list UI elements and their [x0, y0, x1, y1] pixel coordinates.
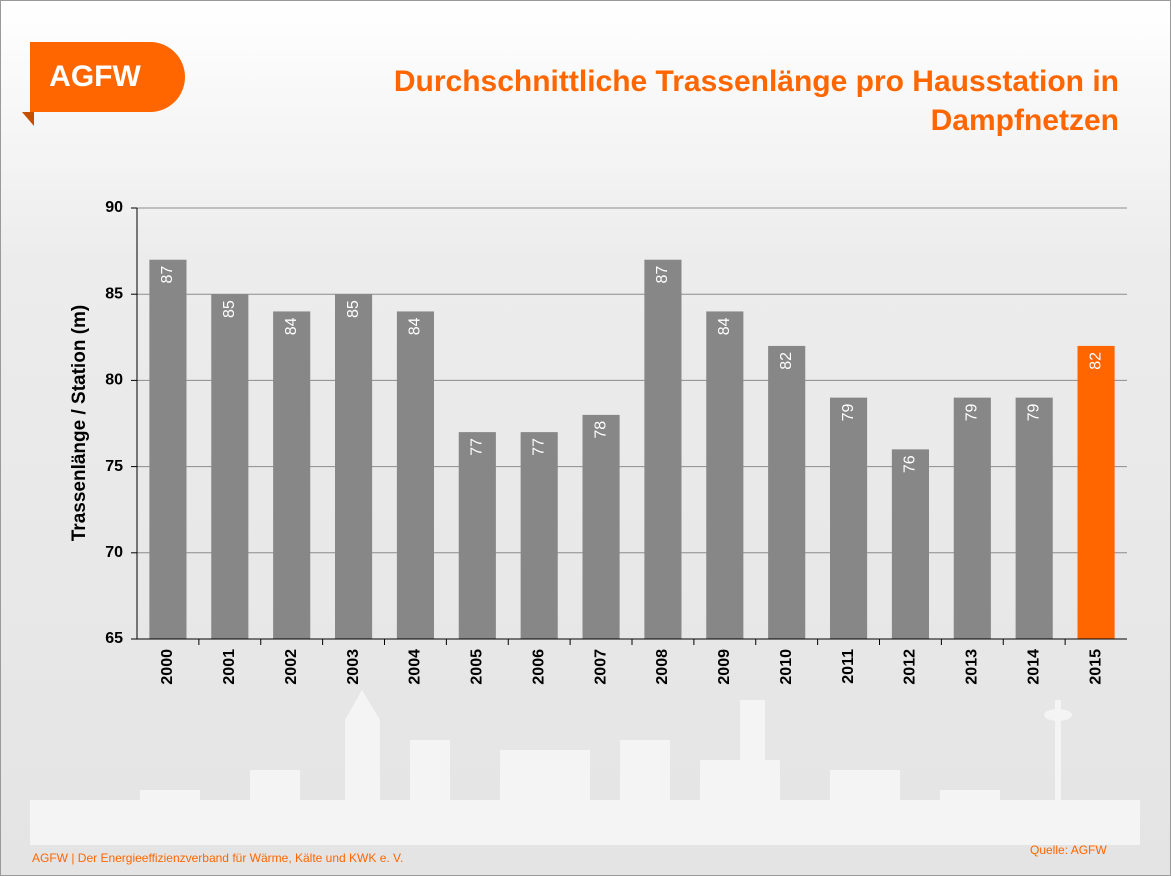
data-label: 84	[283, 317, 300, 335]
x-tick-label: 2009	[716, 649, 733, 685]
data-label: 87	[159, 266, 176, 284]
x-tick-label: 2004	[407, 649, 424, 685]
data-label: 77	[530, 438, 547, 456]
x-tick-label: 2005	[469, 649, 486, 685]
bar	[1077, 345, 1115, 639]
bar	[273, 311, 311, 639]
y-tick-label: 80	[105, 372, 123, 389]
skyline	[30, 690, 1140, 845]
y-tick-label: 85	[105, 285, 123, 302]
y-tick-label: 70	[105, 544, 123, 561]
data-label: 79	[840, 404, 857, 422]
bar	[953, 397, 991, 639]
x-tick-label: 2014	[1025, 649, 1042, 685]
x-tick-label: 2002	[283, 649, 300, 685]
bar	[335, 294, 373, 639]
data-label: 82	[778, 352, 795, 370]
bar	[768, 345, 806, 639]
x-tick-label: 2010	[778, 649, 795, 685]
bar	[149, 259, 187, 639]
y-tick-label: 90	[105, 199, 123, 216]
y-tick-label: 75	[105, 458, 123, 475]
x-tick-label: 2006	[530, 649, 547, 685]
data-label: 85	[221, 300, 238, 318]
x-tick-label: 2013	[964, 649, 981, 685]
x-tick-label: 2003	[345, 649, 362, 685]
x-tick-label: 2000	[159, 649, 176, 685]
source: Quelle: AGFW	[1030, 843, 1107, 857]
data-label: 82	[1087, 352, 1104, 370]
data-label: 84	[716, 317, 733, 335]
data-label: 84	[407, 317, 424, 335]
logo: AGFW	[22, 42, 185, 126]
data-label: 77	[469, 438, 486, 456]
data-label: 79	[964, 404, 981, 422]
bar	[830, 397, 868, 639]
bar	[520, 432, 558, 639]
footer: AGFW | Der Energieeffizienzverband für W…	[32, 851, 404, 865]
data-label: 87	[654, 266, 671, 284]
bar	[1015, 397, 1053, 639]
bar	[644, 259, 682, 639]
data-label: 76	[902, 455, 919, 473]
x-tick-label: 2012	[902, 649, 919, 685]
chart-title: Durchschnittliche Trassenlänge pro Hauss…	[393, 65, 1119, 137]
x-tick-label: 2008	[654, 649, 671, 685]
data-label: 79	[1025, 404, 1042, 422]
data-label: 78	[592, 421, 609, 439]
bar	[706, 311, 744, 639]
bar	[458, 432, 496, 639]
x-tick-label: 2001	[221, 649, 238, 685]
x-tick-label: 2007	[592, 649, 609, 685]
data-label: 85	[345, 300, 362, 318]
x-tick-label: 2011	[840, 649, 857, 684]
x-tick-label: 2015	[1087, 649, 1104, 685]
y-axis-label: Trassenlänge / Station (m)	[69, 305, 90, 542]
bar	[396, 311, 434, 639]
bar	[582, 414, 620, 639]
bar	[211, 294, 249, 639]
logo-text: AGFW	[49, 60, 141, 93]
y-tick-label: 65	[105, 630, 123, 647]
bar	[891, 449, 929, 639]
